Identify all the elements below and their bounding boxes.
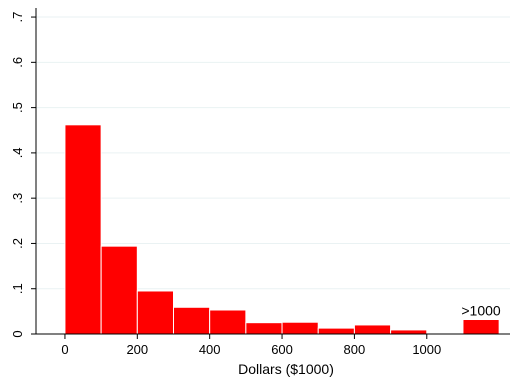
bar-0 bbox=[64, 124, 102, 335]
y-tick-label-6: .6 bbox=[10, 57, 25, 68]
bar-7 bbox=[317, 327, 355, 335]
bar-9 bbox=[390, 329, 428, 335]
x-tick-label-1: 200 bbox=[126, 342, 148, 357]
bar-2 bbox=[136, 290, 174, 335]
tick-labels: 0 .1 .2 .3 .4 .5 .6 .7 0 200 400 600 800 1000 bbox=[10, 12, 441, 357]
axes bbox=[31, 8, 510, 339]
annotation-label-0: >1000 bbox=[461, 303, 501, 319]
bar-4 bbox=[209, 309, 247, 335]
y-tick-label-2: .2 bbox=[10, 238, 25, 249]
y-tick-label-7: .7 bbox=[10, 12, 25, 23]
x-axis-title: Dollars ($1000) bbox=[238, 361, 334, 377]
x-tick-label-3: 600 bbox=[271, 342, 293, 357]
y-tick-label-0: 0 bbox=[10, 330, 25, 337]
bar-3 bbox=[172, 306, 211, 335]
x-tick-label-5: 1000 bbox=[412, 342, 441, 357]
bar-6 bbox=[281, 321, 319, 335]
y-tick-label-3: .3 bbox=[10, 193, 25, 204]
x-tick-label-0: 0 bbox=[61, 342, 68, 357]
y-tick-label-5: .5 bbox=[10, 102, 25, 113]
bar-5 bbox=[245, 322, 283, 335]
y-tick-label-1: .1 bbox=[10, 283, 25, 294]
y-tick-label-4: .4 bbox=[10, 147, 25, 158]
bar-1 bbox=[100, 245, 138, 335]
bar-8 bbox=[353, 324, 392, 335]
bar-10 bbox=[462, 319, 500, 335]
annotations: >1000 bbox=[461, 303, 501, 319]
x-tick-label-2: 400 bbox=[199, 342, 221, 357]
x-tick-label-4: 800 bbox=[344, 342, 366, 357]
